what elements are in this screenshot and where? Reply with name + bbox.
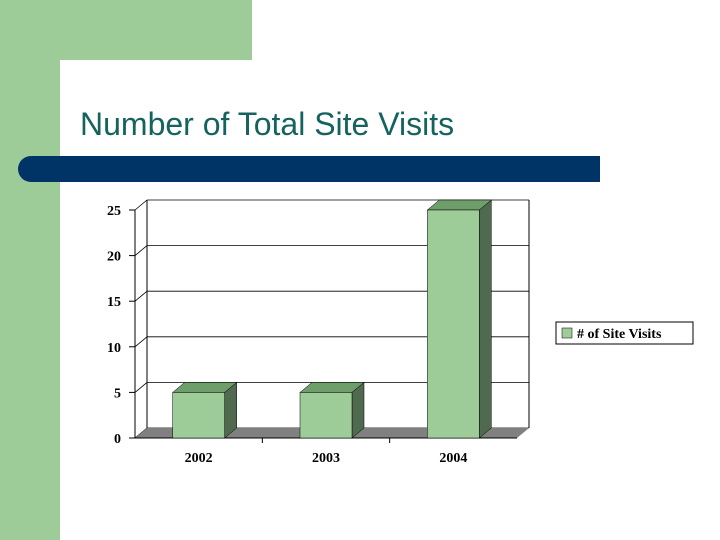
y-tick-label: 25 xyxy=(107,204,121,219)
side-wall-gridline xyxy=(134,290,148,302)
left-accent-band xyxy=(0,0,60,540)
side-wall-gridline xyxy=(134,245,148,256)
legend-swatch xyxy=(561,327,573,339)
side-wall-gridline xyxy=(134,199,148,211)
x-tick-label: 2002 xyxy=(185,451,213,466)
side-wall-gridline xyxy=(134,382,148,393)
x-tick-label: 2003 xyxy=(312,451,340,466)
title-underline-bar xyxy=(18,156,600,182)
x-tick-label: 2004 xyxy=(439,451,467,466)
y-tick-label: 15 xyxy=(107,295,121,310)
y-tick-label: 0 xyxy=(114,432,121,447)
bar-side xyxy=(479,199,492,439)
chart-bars xyxy=(171,199,493,439)
side-wall-gridline xyxy=(134,336,148,348)
chart-labels: 0 5 10 15 20 25 2002 2003 2004 xyxy=(107,204,467,466)
slide-title: Number of Total Site Visits xyxy=(80,106,455,142)
legend-label: # of Site Visits xyxy=(577,327,662,342)
y-tick-label: 10 xyxy=(107,341,121,356)
bar xyxy=(427,209,480,439)
y-tick-label: 20 xyxy=(107,250,121,265)
chart-legend: # of Site Visits xyxy=(555,321,694,345)
bar xyxy=(172,392,225,439)
legend-box xyxy=(555,321,694,345)
top-accent-band xyxy=(60,0,252,60)
y-tick-label: 5 xyxy=(114,386,121,401)
bar xyxy=(299,392,353,439)
